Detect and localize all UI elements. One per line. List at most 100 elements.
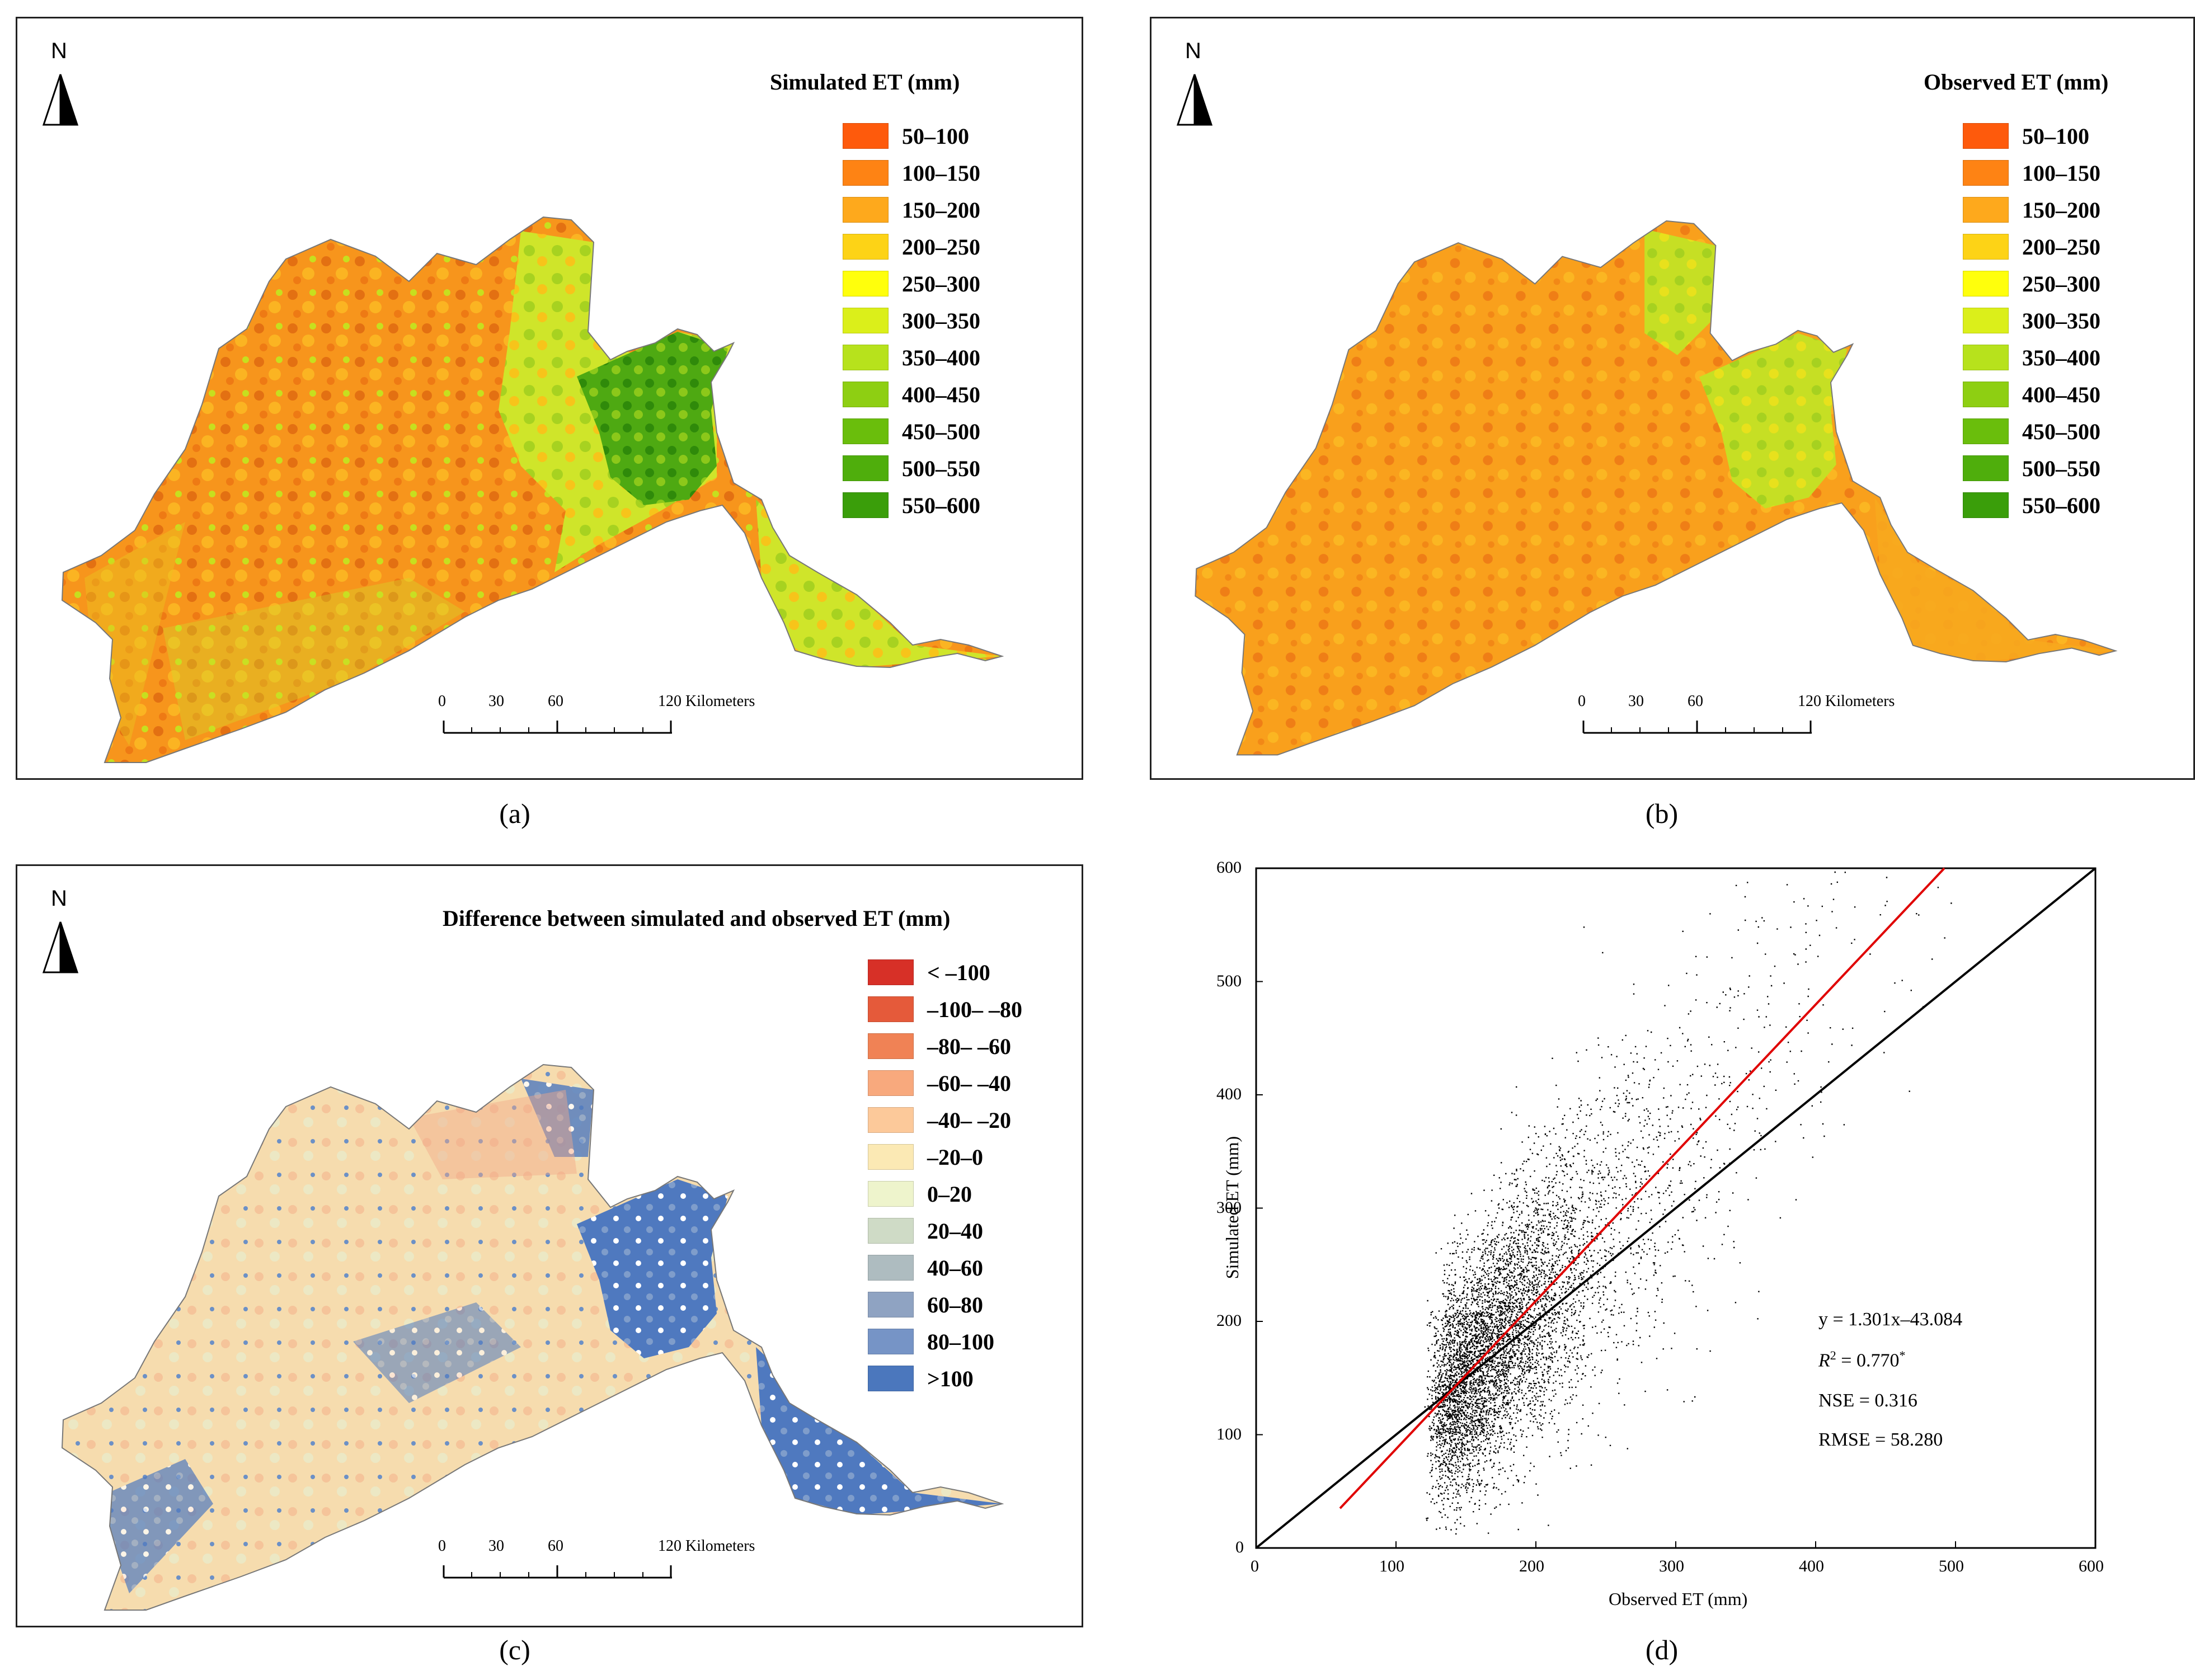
- legend-label: 550–600: [902, 492, 980, 518]
- scale-bar-line: [1582, 721, 1812, 734]
- scale-bar: 0 30 60 120 Kilometers: [438, 693, 778, 743]
- legend-label: 200–250: [2022, 234, 2100, 260]
- y-tick-label: 200: [1216, 1311, 1242, 1330]
- legend-title: Observed ET (mm): [1924, 69, 2109, 95]
- y-tick-label: 0: [1235, 1538, 1244, 1556]
- legend-item: 100–150: [843, 154, 980, 191]
- legend-label: 100–150: [902, 160, 980, 186]
- scale-bar-line: [443, 1565, 672, 1579]
- legend-label: 200–250: [902, 234, 980, 260]
- x-tick-label: 300: [1659, 1557, 1684, 1575]
- north-label: N: [51, 886, 67, 911]
- regression-equation: y = 1.301x–43.084: [1818, 1309, 1963, 1330]
- legend-label: 450–500: [902, 418, 980, 444]
- legend-title: Difference between simulated and observe…: [443, 906, 951, 931]
- legend-item: 200–250: [1963, 228, 2108, 265]
- legend-swatch: [1963, 345, 2009, 370]
- legend-item: 450–500: [1963, 413, 2108, 450]
- legend-item: 50–100: [1963, 117, 2108, 154]
- legend-label: –20–0: [927, 1144, 983, 1170]
- legend-item: –60– –40: [868, 1065, 1022, 1102]
- legend-label: 100–150: [2022, 160, 2100, 186]
- legend-label: 400–450: [902, 382, 980, 407]
- legend-swatch: [843, 382, 889, 407]
- legend-item: 550–600: [1963, 487, 2108, 524]
- legend-label: 50–100: [2022, 123, 2089, 149]
- legend-item: 450–500: [843, 413, 980, 450]
- scale-bar-label: 30: [488, 1537, 504, 1555]
- legend-swatch: [843, 271, 889, 297]
- regression-line: [1339, 867, 1945, 1509]
- legend-swatch: [868, 1144, 914, 1170]
- legend-item: >100: [868, 1360, 1022, 1397]
- legend-swatch: [843, 345, 889, 370]
- legend-item: 150–200: [843, 191, 980, 228]
- legend-label: 350–400: [902, 345, 980, 370]
- legend-item: 500–550: [843, 450, 980, 487]
- legend-swatch: [843, 160, 889, 186]
- caption-c: (c): [499, 1634, 530, 1665]
- legend-item: 0–20: [868, 1175, 1022, 1212]
- y-tick-label: 400: [1216, 1085, 1242, 1103]
- legend-swatch: [868, 1255, 914, 1281]
- north-arrow-icon: [42, 921, 79, 973]
- legend-label: >100: [927, 1366, 974, 1391]
- legend-item: 400–450: [1963, 376, 2108, 413]
- legend-items: < –100 –100– –80 –80– –60 –60– –40 –40– …: [868, 954, 1022, 1397]
- legend-item: < –100: [868, 954, 1022, 991]
- axis-ticks: [1256, 868, 2096, 1549]
- legend-label: 500–550: [902, 455, 980, 481]
- scale-bar-label: 30: [488, 693, 504, 710]
- scale-bar: 0 30 60 120 Kilometers: [1578, 693, 1918, 743]
- y-tick-label: 100: [1216, 1424, 1242, 1443]
- legend-swatch: [1963, 308, 2009, 333]
- legend-item: 500–550: [1963, 450, 2108, 487]
- legend-label: 80–100: [927, 1329, 994, 1354]
- legend-swatch: [1963, 234, 2009, 260]
- caption-b: (b): [1645, 798, 1679, 829]
- legend-swatch: [868, 1366, 914, 1391]
- legend-items: 50–100 100–150 150–200 200–250 250–300 3…: [843, 117, 980, 524]
- legend-swatch: [843, 418, 889, 444]
- legend-label: 20–40: [927, 1218, 983, 1244]
- legend-items: 50–100 100–150 150–200 200–250 250–300 3…: [1963, 117, 2108, 524]
- scale-bar-label: 60: [548, 693, 563, 710]
- legend: Difference between simulated and observe…: [443, 905, 1022, 1397]
- legend-item: –40– –20: [868, 1102, 1022, 1138]
- legend-label: –100– –80: [927, 996, 1022, 1022]
- legend-swatch: [1963, 197, 2009, 223]
- legend-item: –100– –80: [868, 991, 1022, 1028]
- legend-label: –40– –20: [927, 1107, 1011, 1133]
- legend-item: 400–450: [843, 376, 980, 413]
- legend-item: 200–250: [843, 228, 980, 265]
- legend-swatch: [868, 1181, 914, 1207]
- legend-label: 150–200: [902, 197, 980, 223]
- scale-bar-label: 120 Kilometers: [1798, 693, 1895, 710]
- legend-item: 150–200: [1963, 191, 2108, 228]
- legend-label: 0–20: [927, 1181, 972, 1207]
- observed-et-map: [1195, 220, 2118, 756]
- panel-c: N Difference between simulated and obser…: [16, 864, 1083, 1627]
- scale-bar-label: 120 Kilometers: [658, 1537, 755, 1555]
- legend-label: 50–100: [902, 123, 969, 149]
- x-axis-label: Observed ET (mm): [1609, 1589, 1748, 1609]
- legend-label: 300–350: [2022, 308, 2100, 333]
- legend-swatch: [1963, 160, 2009, 186]
- legend-item: 40–60: [868, 1249, 1022, 1286]
- legend-label: 300–350: [902, 308, 980, 333]
- legend-swatch: [868, 959, 914, 985]
- legend-swatch: [868, 1070, 914, 1096]
- nse-value: NSE = 0.316: [1818, 1390, 1917, 1411]
- north-arrow: N: [1175, 39, 1214, 142]
- legend-swatch: [1963, 492, 2009, 518]
- x-tick-label: 200: [1519, 1557, 1544, 1575]
- rmse-value: RMSE = 58.280: [1818, 1429, 1943, 1450]
- legend-item: 300–350: [843, 302, 980, 339]
- panel-a: N Simulated ET (mm) 50–100 100–150 150–2…: [16, 17, 1083, 780]
- legend-swatch: [843, 234, 889, 260]
- x-tick-label: 500: [1939, 1557, 1964, 1575]
- legend-label: 500–550: [2022, 455, 2100, 481]
- legend-label: < –100: [927, 959, 990, 985]
- legend-swatch: [868, 1329, 914, 1354]
- north-arrow: N: [41, 39, 80, 142]
